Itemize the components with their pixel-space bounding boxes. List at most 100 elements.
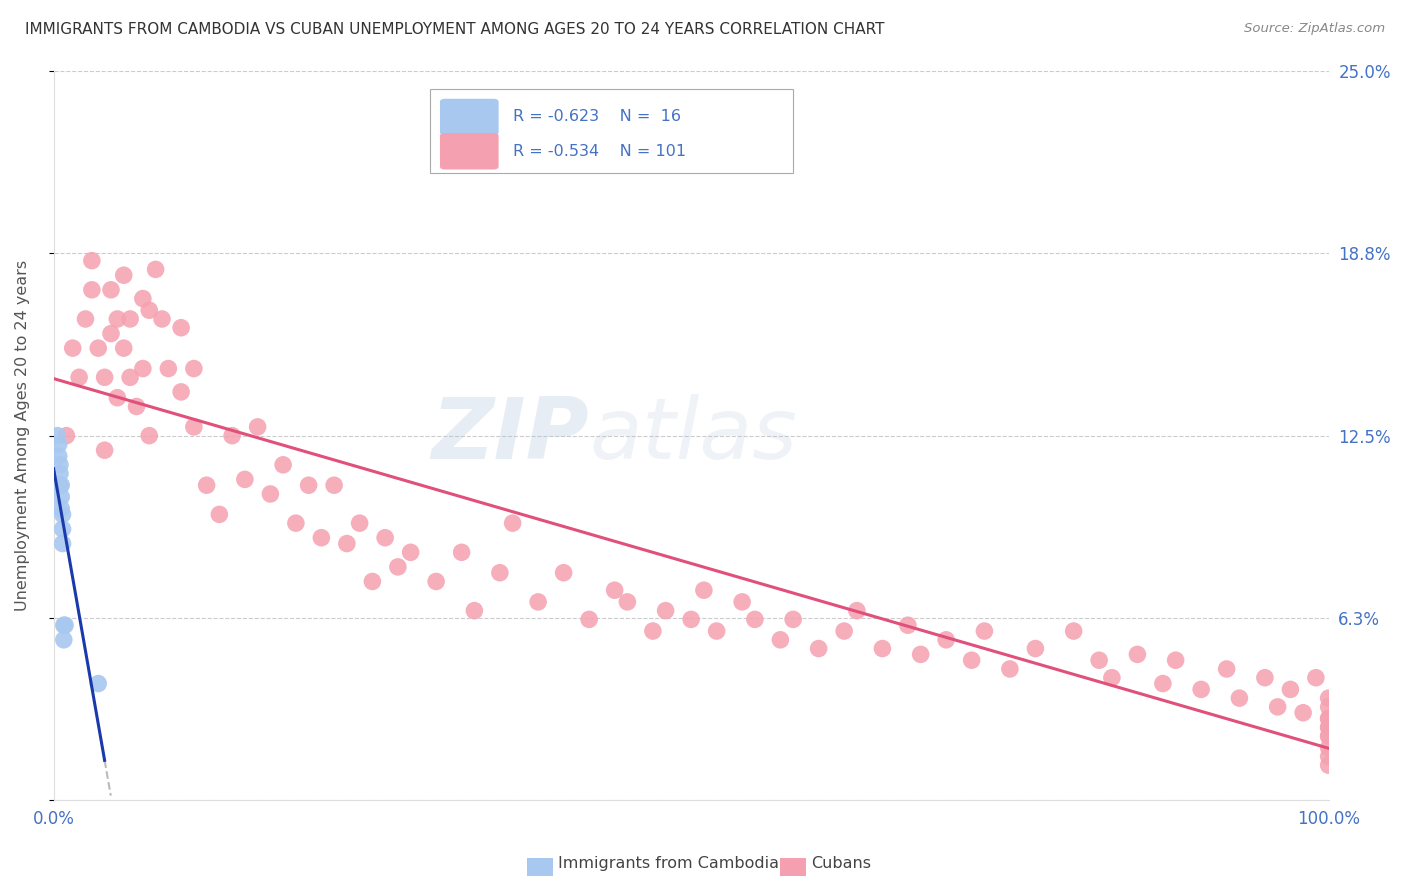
Point xyxy=(910,648,932,662)
Point xyxy=(1229,691,1251,706)
Point xyxy=(960,653,983,667)
Point xyxy=(1279,682,1302,697)
Point xyxy=(973,624,995,638)
Point xyxy=(832,624,855,638)
Point xyxy=(336,536,359,550)
Point xyxy=(654,604,676,618)
Point xyxy=(48,449,70,463)
Point xyxy=(259,487,281,501)
Point xyxy=(105,391,128,405)
Text: atlas: atlas xyxy=(589,394,797,477)
Point xyxy=(872,641,894,656)
Point xyxy=(1024,641,1046,656)
FancyBboxPatch shape xyxy=(440,133,499,169)
Point xyxy=(1215,662,1237,676)
Point xyxy=(157,361,180,376)
Point xyxy=(145,262,167,277)
Point xyxy=(553,566,575,580)
Point xyxy=(744,612,766,626)
Text: IMMIGRANTS FROM CAMBODIA VS CUBAN UNEMPLOYMENT AMONG AGES 20 TO 24 YEARS CORRELA: IMMIGRANTS FROM CAMBODIA VS CUBAN UNEMPL… xyxy=(25,22,884,37)
Point xyxy=(399,545,422,559)
Point xyxy=(183,361,205,376)
Point xyxy=(52,632,75,647)
Point xyxy=(323,478,346,492)
Text: Cubans: Cubans xyxy=(811,856,872,871)
Point xyxy=(53,618,76,632)
Point xyxy=(387,560,409,574)
Text: R = -0.623    N =  16: R = -0.623 N = 16 xyxy=(513,110,681,125)
Point xyxy=(87,341,110,355)
Point xyxy=(51,536,73,550)
Point xyxy=(125,400,148,414)
Y-axis label: Unemployment Among Ages 20 to 24 years: Unemployment Among Ages 20 to 24 years xyxy=(15,260,30,611)
Point xyxy=(641,624,664,638)
Point xyxy=(120,312,142,326)
Point xyxy=(489,566,512,580)
Point xyxy=(1254,671,1277,685)
Point xyxy=(845,604,868,618)
Point xyxy=(51,490,73,504)
Point xyxy=(1088,653,1111,667)
Point xyxy=(49,478,72,492)
Point xyxy=(120,370,142,384)
Text: R = -0.534    N = 101: R = -0.534 N = 101 xyxy=(513,144,686,159)
Text: Source: ZipAtlas.com: Source: ZipAtlas.com xyxy=(1244,22,1385,36)
Point xyxy=(298,478,321,492)
Point xyxy=(374,531,396,545)
Point xyxy=(132,361,155,376)
Point xyxy=(51,501,73,516)
Point xyxy=(105,312,128,326)
Point xyxy=(93,370,115,384)
Point xyxy=(51,478,73,492)
Point xyxy=(49,467,72,481)
Point xyxy=(183,420,205,434)
Point xyxy=(361,574,384,589)
Point xyxy=(1317,749,1340,764)
Point xyxy=(425,574,447,589)
Point xyxy=(132,292,155,306)
Point xyxy=(782,612,804,626)
Point xyxy=(49,458,72,472)
Point xyxy=(1189,682,1212,697)
Point xyxy=(67,370,90,384)
Point xyxy=(935,632,957,647)
Point xyxy=(284,516,307,530)
Point xyxy=(51,508,73,522)
Point xyxy=(1101,671,1123,685)
Point xyxy=(1317,729,1340,743)
Point xyxy=(1317,712,1340,726)
Point xyxy=(681,612,703,626)
Point xyxy=(1317,758,1340,772)
Point xyxy=(1126,648,1149,662)
Point xyxy=(1317,720,1340,734)
Point xyxy=(80,283,103,297)
Point xyxy=(55,428,77,442)
Point xyxy=(138,428,160,442)
Point xyxy=(112,341,135,355)
FancyBboxPatch shape xyxy=(440,99,499,136)
Point xyxy=(48,437,70,451)
Point xyxy=(93,443,115,458)
Point xyxy=(450,545,472,559)
Point xyxy=(170,320,193,334)
Point xyxy=(603,583,626,598)
Point xyxy=(769,632,792,647)
Point xyxy=(1317,691,1340,706)
Point xyxy=(170,384,193,399)
Point xyxy=(998,662,1021,676)
Point xyxy=(311,531,333,545)
Point xyxy=(150,312,173,326)
Point xyxy=(1317,720,1340,734)
Point xyxy=(807,641,830,656)
Point xyxy=(1305,671,1327,685)
Point xyxy=(731,595,754,609)
Point xyxy=(51,522,73,536)
FancyBboxPatch shape xyxy=(430,89,793,173)
Point xyxy=(349,516,371,530)
Point xyxy=(75,312,97,326)
Point xyxy=(1292,706,1315,720)
Point xyxy=(706,624,728,638)
Point xyxy=(527,595,550,609)
Point xyxy=(1317,699,1340,714)
Point xyxy=(52,618,75,632)
